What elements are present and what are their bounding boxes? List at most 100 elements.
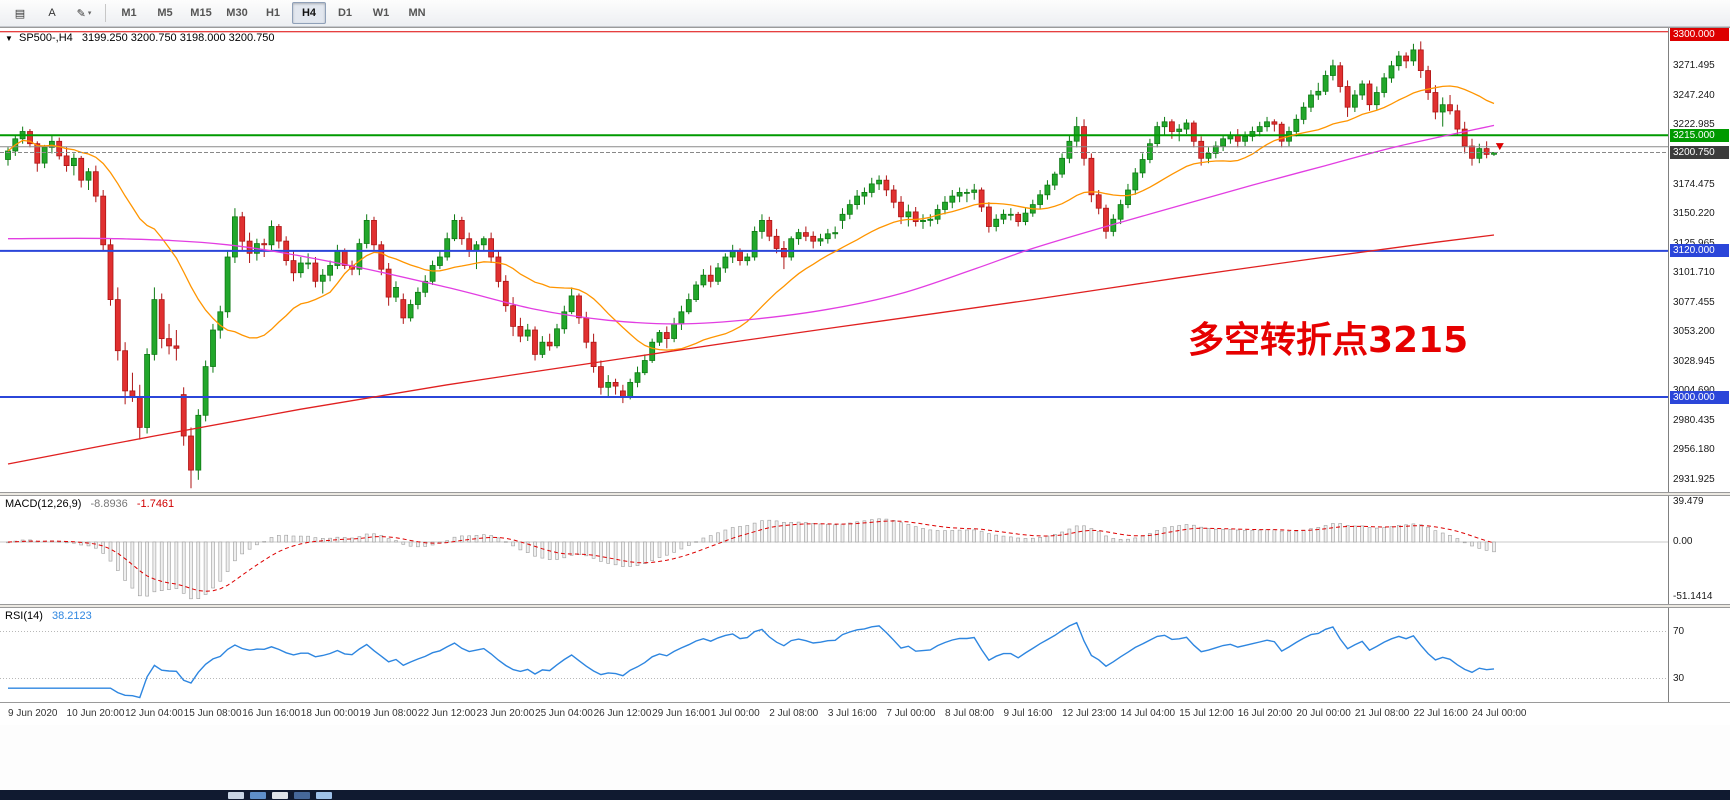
macd-axis[interactable]: 39.479 0.00 -51.1414	[1668, 496, 1730, 604]
pane-divider[interactable]	[0, 604, 1730, 608]
rsi-axis-label: 30	[1673, 672, 1685, 684]
timeframe-m5[interactable]: M5	[157, 7, 173, 19]
price-axis-label: 3101.710	[1673, 267, 1715, 279]
taskbar-icon[interactable]	[272, 791, 288, 799]
toolbar-separator	[105, 4, 106, 22]
time-axis-label: 2 Jul 08:00	[769, 708, 819, 719]
taskbar[interactable]	[0, 790, 1730, 800]
time-axis-label: 12 Jun 04:00	[125, 708, 183, 719]
text-tool-button[interactable]: A	[37, 2, 67, 24]
time-axis-label: 7 Jul 00:00	[886, 708, 936, 719]
time-axis-label: 29 Jun 16:00	[652, 708, 710, 719]
macd-axis-label: -51.1414	[1673, 590, 1713, 602]
timeframe-m15[interactable]: M15	[190, 7, 212, 19]
macd-label: MACD(12,26,9)	[5, 498, 82, 510]
time-axis-label: 26 Jun 12:00	[593, 708, 652, 719]
rsi-line	[8, 621, 1495, 699]
time-axis-label: 19 Jun 08:00	[359, 708, 418, 719]
timeframe-d1[interactable]: D1	[337, 7, 353, 19]
price-axis-label: 3150.220	[1673, 208, 1715, 220]
time-axis-label: 15 Jun 08:00	[183, 708, 242, 719]
taskbar-icon[interactable]	[316, 791, 332, 799]
time-axis-label: 22 Jul 16:00	[1413, 708, 1468, 719]
rsi-axis-label: 70	[1673, 625, 1685, 637]
chart-grid-icon: ▤	[14, 7, 26, 20]
price-axis-label: 3125.965	[1673, 237, 1715, 249]
macd-signal-line	[7, 520, 1495, 592]
time-axis[interactable]: 9 Jun 2020 10 Jun 20:00 12 Jun 04:00 15 Jun…	[0, 702, 1730, 725]
timeframe-m1[interactable]: M1	[121, 7, 137, 19]
ma-line-slow-red	[7, 234, 1495, 465]
macd-signal-value: -1.7461	[136, 498, 175, 510]
price-axis-label: 3077.455	[1673, 296, 1715, 308]
price-axis-label: 2956.180	[1673, 444, 1715, 456]
price-line-label: 3215.000	[1670, 128, 1729, 142]
time-axis-label: 20 Jul 00:00	[1296, 708, 1351, 719]
time-axis-label: 9 Jun 2020	[8, 708, 58, 719]
macd-pane[interactable]	[0, 496, 1668, 604]
price-axis-label: 3271.495	[1673, 60, 1715, 72]
one-click-trading-toggle[interactable]: ▼	[5, 34, 13, 43]
macd-header: MACD(12,26,9) -8.8936 -1.7461	[5, 498, 174, 510]
price-axis-label: 3028.945	[1673, 355, 1715, 367]
timeframe-h1[interactable]: H1	[265, 7, 281, 19]
candlestick-series	[5, 41, 1497, 489]
ma-line-mid-magenta	[7, 124, 1495, 325]
time-axis-label: 8 Jul 08:00	[944, 708, 994, 719]
price-axis-label: 2980.435	[1673, 414, 1715, 426]
timeframe-h4[interactable]: H4	[292, 2, 326, 24]
timeframe-w1[interactable]: W1	[372, 7, 390, 19]
timeframe-m30[interactable]: M30	[226, 7, 248, 19]
taskbar-icon[interactable]	[294, 791, 310, 799]
price-line-label: 3120.000	[1670, 244, 1729, 258]
price-line-label: 3300.000	[1670, 28, 1729, 41]
timeframe-mn[interactable]: MN	[408, 7, 426, 19]
rsi-axis[interactable]: 70 30	[1668, 608, 1730, 702]
main-chart-canvas[interactable]	[0, 28, 1668, 492]
time-axis-label: 25 Jun 04:00	[535, 708, 593, 719]
taskbar-icon[interactable]	[250, 791, 266, 799]
time-axis-label: 15 Jul 12:00	[1179, 708, 1234, 719]
sell-arrow-icon[interactable]	[1495, 143, 1504, 151]
pencil-icon: ✎	[76, 7, 86, 20]
chart-window: ▼ SP500-,H4 3199.250 3200.750 3198.000 3…	[0, 27, 1730, 791]
rsi-header: RSI(14) 38.2123	[5, 610, 92, 622]
ohlc-values: 3199.250 3200.750 3198.000 3200.750	[81, 32, 275, 44]
rsi-value: 38.2123	[51, 610, 92, 622]
rsi-canvas[interactable]	[0, 608, 1668, 702]
text-tool-label: A	[48, 7, 56, 19]
time-axis-label: 24 Jul 00:00	[1472, 708, 1527, 719]
main-chart-pane[interactable]	[0, 28, 1668, 492]
price-axis[interactable]: 3295.7503271.4953247.2403222.9853198.730…	[1668, 28, 1730, 492]
time-axis-label: 16 Jun 16:00	[242, 708, 301, 719]
rsi-pane[interactable]	[0, 608, 1668, 702]
rsi-label: RSI(14)	[5, 610, 43, 622]
macd-histogram	[6, 518, 1496, 600]
price-axis-label: 3053.200	[1673, 326, 1715, 338]
chart-grid-button[interactable]: ▤	[5, 2, 35, 24]
price-axis-label: 3222.985	[1673, 119, 1715, 131]
macd-main-value: -8.8936	[90, 498, 128, 510]
pane-divider[interactable]	[0, 492, 1730, 496]
time-axis-label: 10 Jun 20:00	[66, 708, 125, 719]
macd-canvas[interactable]	[0, 496, 1668, 604]
time-axis-label: 12 Jul 23:00	[1062, 708, 1117, 719]
chart-annotation-text: 多空转折点3215	[1188, 320, 1469, 361]
symbol-period-label: SP500-,H4	[18, 32, 73, 44]
price-axis-label: 3174.475	[1673, 178, 1715, 190]
time-axis-label: 3 Jul 16:00	[827, 708, 877, 719]
draw-tool-button[interactable]: ✎ ▾	[69, 2, 99, 24]
window-bottom-space	[0, 724, 1730, 791]
price-axis-label: 2931.925	[1673, 473, 1715, 485]
time-axis-label: 1 Jul 00:00	[710, 708, 760, 719]
time-axis-label: 16 Jul 20:00	[1237, 708, 1293, 719]
macd-axis-label: 39.479	[1673, 496, 1704, 507]
time-axis-label: 22 Jun 12:00	[417, 708, 476, 719]
price-axis-label: 3247.240	[1673, 89, 1715, 101]
time-axis-label: 23 Jun 20:00	[476, 708, 535, 719]
taskbar-icon[interactable]	[228, 791, 244, 799]
macd-axis-label: 0.00	[1673, 535, 1693, 547]
time-axis-label: 9 Jul 16:00	[1003, 708, 1053, 719]
time-axis-label: 18 Jun 00:00	[300, 708, 359, 719]
price-line-label: 3000.000	[1670, 390, 1729, 404]
